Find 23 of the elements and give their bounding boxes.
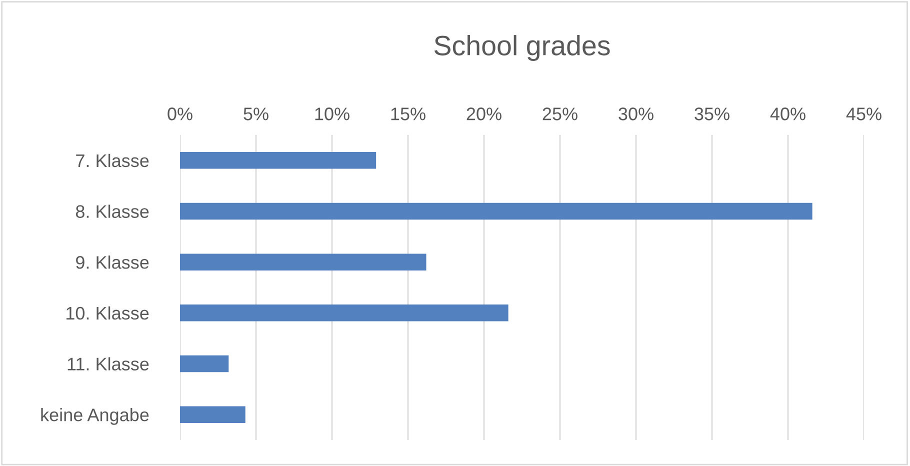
y-tick-label: keine Angabe xyxy=(41,408,149,425)
x-tick-label: 45% xyxy=(846,108,882,120)
y-tick-label: 7. Klasse xyxy=(76,154,149,168)
y-tick-label: 8. Klasse xyxy=(76,204,149,218)
x-tick-label: 35% xyxy=(694,108,730,120)
x-tick-label: 40% xyxy=(770,108,806,120)
bar xyxy=(180,406,246,423)
bar xyxy=(180,152,376,169)
x-tick-label: 5% xyxy=(244,108,268,120)
x-tick-label: 20% xyxy=(466,108,502,120)
bar xyxy=(180,355,229,372)
y-tick-label: 10. Klasse xyxy=(66,306,149,320)
x-tick-label: 15% xyxy=(391,108,426,120)
x-tick-label: 25% xyxy=(542,108,578,120)
x-tick-label: 0% xyxy=(168,108,192,120)
y-tick-label: 11. Klasse xyxy=(68,357,149,370)
x-tick-label: 30% xyxy=(618,108,654,120)
bar xyxy=(180,304,508,322)
bar xyxy=(180,254,426,270)
chart-title: School grades xyxy=(434,35,610,61)
x-tick-label: 10% xyxy=(315,108,350,120)
bar xyxy=(180,202,812,220)
y-tick-label: 9. Klasse xyxy=(76,256,149,269)
